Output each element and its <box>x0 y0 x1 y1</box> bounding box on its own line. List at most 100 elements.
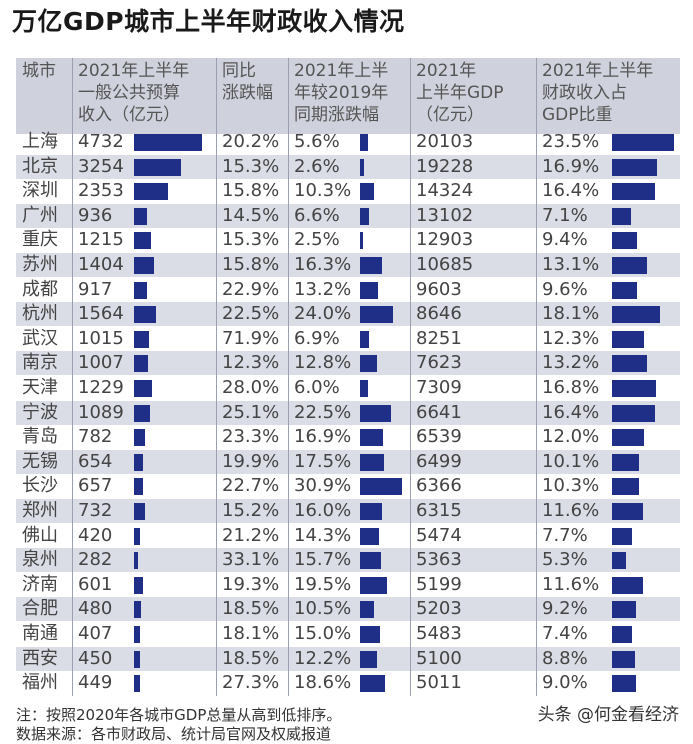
cell-yoy: 23.3% <box>222 426 280 448</box>
bar-ratio <box>612 207 631 225</box>
table-row: 苏州 1404 15.8% 16.3% 10685 13.1% <box>16 253 680 277</box>
cell-yoy: 27.3% <box>222 672 280 694</box>
cell-revenue: 450 <box>78 647 113 669</box>
cell-vs2019: 16.9% <box>294 426 352 448</box>
bar-vs2019 <box>360 183 374 201</box>
cell-gdp: 5199 <box>416 573 462 595</box>
table-row: 深圳 2353 15.8% 10.3% 14324 16.4% <box>16 179 680 203</box>
cell-city: 青岛 <box>22 426 58 448</box>
cell-yoy: 14.5% <box>222 204 280 226</box>
cell-vs2019: 15.7% <box>294 549 352 571</box>
bar-vs2019 <box>360 650 377 668</box>
cell-gdp: 5011 <box>416 672 462 694</box>
table-row: 郑州 732 15.2% 16.0% 6315 11.6% <box>16 499 680 523</box>
cell-ratio: 12.0% <box>542 426 600 448</box>
bar-ratio <box>612 158 657 176</box>
bar-ratio <box>612 626 632 643</box>
cell-ratio: 13.2% <box>542 352 600 374</box>
cell-yoy: 18.5% <box>222 598 280 620</box>
cell-gdp: 5363 <box>416 549 462 571</box>
cell-revenue: 1404 <box>78 254 124 275</box>
bar-revenue <box>134 330 149 348</box>
cell-gdp: 20103 <box>416 131 474 152</box>
cell-vs2019: 15.0% <box>294 623 352 644</box>
cell-ratio: 7.1% <box>542 204 588 226</box>
cell-city: 南京 <box>22 352 58 374</box>
cell-city: 北京 <box>22 155 58 177</box>
cell-revenue: 1564 <box>78 303 124 325</box>
column-divider <box>72 58 73 696</box>
cell-gdp: 19228 <box>416 155 474 177</box>
cell-revenue: 654 <box>78 450 113 472</box>
bar-ratio <box>612 675 636 693</box>
cell-yoy: 15.3% <box>222 229 280 251</box>
cell-revenue: 936 <box>78 204 113 226</box>
bar-vs2019 <box>360 675 386 693</box>
cell-gdp: 6499 <box>416 450 462 472</box>
cell-gdp: 7623 <box>416 352 462 374</box>
cell-gdp: 8251 <box>416 327 462 349</box>
bar-revenue <box>134 675 141 693</box>
bar-vs2019 <box>360 158 364 176</box>
cell-city: 合肥 <box>22 598 58 620</box>
cell-ratio: 9.0% <box>542 672 588 694</box>
bar-revenue <box>134 134 202 151</box>
cell-city: 西安 <box>22 647 58 669</box>
header-line: 2021年上半 <box>294 61 389 81</box>
bar-vs2019 <box>360 355 378 373</box>
page-title: 万亿GDP城市上半年财政收入情况 <box>12 7 405 36</box>
cell-yoy: 28.0% <box>222 377 280 398</box>
table-header: 城市 2021年上半年 一般公共预算 收入（亿元） 同比 涨跌幅 2021年上半 年较2019… <box>16 58 680 134</box>
cell-revenue: 1007 <box>78 352 124 374</box>
cell-city: 广州 <box>22 204 58 226</box>
bar-ratio <box>612 601 637 619</box>
cell-vs2019: 10.5% <box>294 598 352 620</box>
bar-revenue <box>134 552 139 570</box>
cell-revenue: 449 <box>78 672 113 694</box>
table-row: 长沙 657 22.7% 30.9% 6366 10.3% <box>16 474 680 498</box>
bar-vs2019 <box>360 601 375 619</box>
bar-ratio <box>612 380 657 397</box>
bar-revenue <box>134 355 149 373</box>
cell-ratio: 16.4% <box>542 401 600 423</box>
table-row: 泉州 282 33.1% 15.7% 5363 5.3% <box>16 548 680 573</box>
cell-ratio: 9.2% <box>542 598 588 620</box>
cell-yoy: 33.1% <box>222 549 280 571</box>
cell-revenue: 1015 <box>78 327 124 349</box>
cell-ratio: 5.3% <box>542 549 588 571</box>
cell-revenue: 601 <box>78 573 113 595</box>
table-row: 合肥 480 18.5% 10.5% 5203 9.2% <box>16 597 680 622</box>
header-cell-0: 城市 <box>22 58 70 134</box>
cell-city: 福州 <box>22 672 58 694</box>
cell-yoy: 15.8% <box>222 180 280 202</box>
bar-vs2019 <box>360 306 393 324</box>
cell-yoy: 22.9% <box>222 278 280 300</box>
header-line: 同比 <box>222 61 256 81</box>
cell-gdp: 5100 <box>416 647 462 669</box>
cell-yoy: 25.1% <box>222 401 280 423</box>
bar-ratio <box>612 552 626 570</box>
table-row: 南京 1007 12.3% 12.8% 7623 13.2% <box>16 351 680 376</box>
cell-gdp: 6539 <box>416 426 462 448</box>
column-divider <box>536 58 537 696</box>
bar-revenue <box>134 232 152 250</box>
table-row: 济南 601 19.3% 19.5% 5199 11.6% <box>16 573 680 597</box>
cell-revenue: 1215 <box>78 229 124 251</box>
cell-revenue: 1229 <box>78 377 124 398</box>
cell-gdp: 12903 <box>416 229 474 251</box>
watermark: 头条 @何金看经济 <box>537 705 679 725</box>
cell-gdp: 14324 <box>416 180 474 202</box>
table-row: 天津 1229 28.0% 6.0% 7309 16.8% <box>16 376 680 400</box>
column-divider <box>410 58 411 696</box>
cell-vs2019: 30.9% <box>294 475 352 497</box>
cell-city: 宁波 <box>22 401 58 423</box>
cell-yoy: 15.3% <box>222 155 280 177</box>
bar-revenue <box>134 306 157 324</box>
header-cell-3: 2021年上半 年较2019年 同期涨跌幅 <box>294 58 408 134</box>
bar-revenue <box>134 527 141 545</box>
bar-revenue <box>134 429 146 447</box>
cell-revenue: 480 <box>78 598 113 620</box>
footer-notes: 注：按照2020年各城市GDP总量从高到低排序。 数据来源：各市财政局、统计局官… <box>16 706 680 744</box>
cell-revenue: 732 <box>78 500 113 521</box>
footer-note-order: 注：按照2020年各城市GDP总量从高到低排序。 <box>16 706 342 724</box>
